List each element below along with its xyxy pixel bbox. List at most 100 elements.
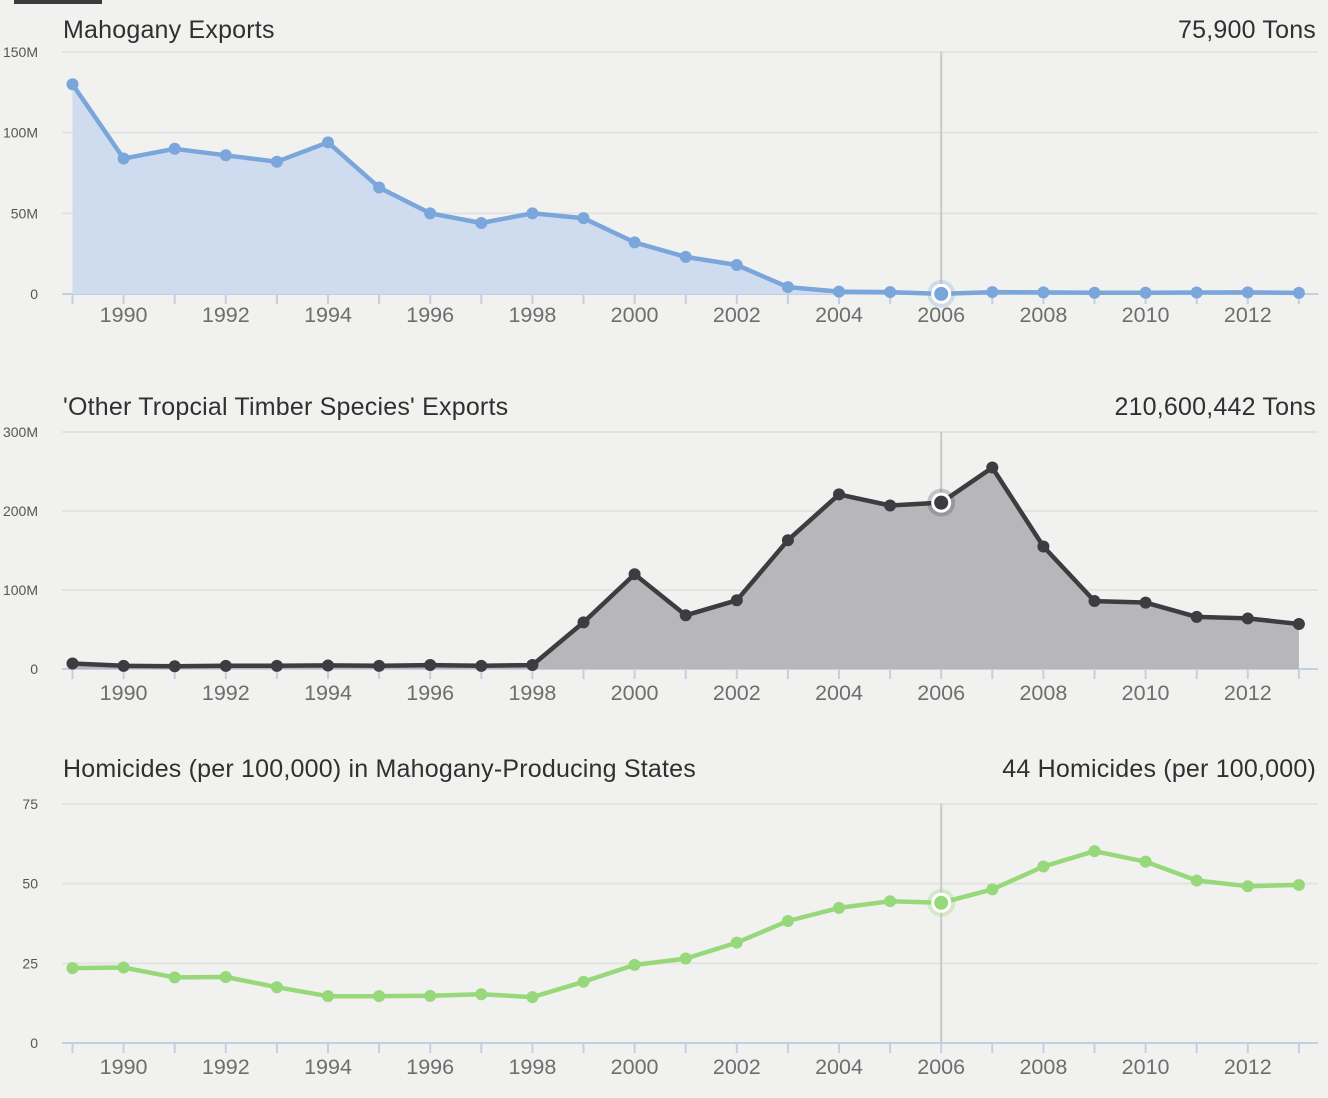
data-point[interactable] (884, 895, 897, 908)
data-point[interactable] (1292, 878, 1305, 891)
data-point[interactable] (475, 217, 488, 230)
data-point[interactable] (730, 594, 743, 607)
data-point[interactable] (322, 659, 334, 672)
data-point[interactable] (526, 659, 539, 672)
other-timber-chart-plot[interactable]: 300M 200M 100M 0 1990 1992 1994 1996 1998 2000 200… (0, 424, 1328, 716)
x-tick-label: 2010 (1122, 1055, 1170, 1079)
x-tick-label: 2000 (611, 1055, 659, 1079)
data-point[interactable] (322, 136, 334, 149)
data-point[interactable] (986, 286, 999, 299)
data-point[interactable] (884, 499, 897, 512)
data-point[interactable] (1088, 286, 1101, 299)
data-point[interactable] (475, 988, 488, 1001)
x-tick-label: 2004 (815, 1055, 863, 1079)
x-tick-label: 1992 (202, 1055, 250, 1079)
data-point[interactable] (526, 207, 539, 220)
data-point[interactable] (117, 961, 130, 974)
highlight-point[interactable] (934, 895, 949, 910)
x-tick-label: 2006 (917, 681, 965, 705)
data-point[interactable] (373, 990, 386, 1003)
data-point[interactable] (1190, 874, 1203, 887)
data-point[interactable] (1037, 860, 1050, 873)
x-tick-label: 2008 (1019, 681, 1067, 705)
data-point[interactable] (628, 236, 641, 249)
data-point[interactable] (270, 659, 283, 672)
data-point[interactable] (373, 659, 386, 672)
data-point[interactable] (730, 258, 743, 271)
chart-title-homicides: Homicides (per 100,000) in Mahogany-Prod… (63, 755, 696, 783)
data-point[interactable] (1088, 845, 1101, 858)
data-point[interactable] (577, 616, 590, 629)
data-point[interactable] (730, 936, 743, 949)
data-point[interactable] (475, 659, 488, 672)
x-tick-label: 1990 (100, 303, 148, 327)
data-point[interactable] (781, 281, 794, 294)
data-point[interactable] (1190, 610, 1203, 623)
x-tick-label: 2012 (1224, 1055, 1272, 1079)
data-point[interactable] (168, 142, 181, 155)
data-point[interactable] (168, 660, 181, 673)
data-point[interactable] (1088, 595, 1101, 608)
x-tick-label: 2006 (917, 1055, 965, 1079)
data-point[interactable] (884, 286, 897, 299)
data-point[interactable] (833, 285, 845, 298)
y-tick-label: 150M (3, 44, 38, 60)
mahogany-chart-plot[interactable]: 150M 100M 50M 0 1990 1992 1994 1996 1998 2000 2002… (0, 44, 1328, 340)
data-point[interactable] (270, 981, 283, 994)
data-point[interactable] (986, 883, 999, 896)
data-point[interactable] (117, 152, 130, 165)
data-point[interactable] (219, 659, 232, 672)
data-point[interactable] (781, 914, 794, 927)
highlight-point[interactable] (934, 286, 949, 301)
data-point[interactable] (833, 901, 845, 914)
data-point[interactable] (833, 488, 845, 501)
data-point[interactable] (1190, 286, 1203, 299)
data-point[interactable] (66, 962, 79, 975)
data-point[interactable] (219, 971, 232, 984)
data-point[interactable] (219, 149, 232, 162)
data-point[interactable] (1241, 612, 1254, 625)
data-point[interactable] (1037, 286, 1050, 299)
x-tick-label: 1994 (304, 303, 352, 327)
data-point[interactable] (781, 534, 794, 547)
data-point[interactable] (424, 989, 437, 1002)
data-point[interactable] (577, 212, 590, 225)
data-point[interactable] (1139, 286, 1152, 299)
data-point[interactable] (1139, 596, 1152, 609)
data-point[interactable] (986, 461, 999, 474)
data-point[interactable] (1292, 286, 1305, 299)
data-point[interactable] (628, 958, 641, 971)
data-point[interactable] (1037, 540, 1050, 553)
data-point[interactable] (679, 952, 692, 965)
mahogany-chart-header: Mahogany Exports 75,900 Tons (0, 16, 1328, 45)
data-point[interactable] (1139, 855, 1152, 868)
data-point[interactable] (577, 975, 590, 988)
homicides-chart-plot[interactable]: 75 50 25 0 1990 1992 1994 1996 1998 2000 2002 2004 2… (0, 796, 1328, 1088)
data-point[interactable] (679, 250, 692, 263)
y-tick-label: 0 (30, 286, 38, 302)
data-point[interactable] (628, 568, 641, 581)
highlight-point[interactable] (934, 495, 949, 510)
data-point[interactable] (679, 609, 692, 622)
data-point[interactable] (424, 207, 437, 220)
data-point[interactable] (322, 990, 334, 1003)
data-point[interactable] (424, 659, 437, 672)
data-point[interactable] (270, 155, 283, 168)
x-tick-label: 1992 (202, 681, 250, 705)
data-point[interactable] (1241, 880, 1254, 893)
y-tick-label: 25 (22, 955, 38, 971)
data-point[interactable] (117, 659, 130, 672)
data-point[interactable] (1292, 617, 1305, 630)
chart-value-mahogany: 75,900 Tons (1178, 16, 1316, 44)
y-tick-label: 50 (22, 876, 38, 892)
data-point[interactable] (1241, 286, 1254, 299)
x-tick-label: 1996 (406, 1055, 454, 1079)
data-point[interactable] (526, 991, 539, 1004)
data-point[interactable] (66, 657, 79, 670)
x-tick-label: 1990 (100, 1055, 148, 1079)
data-point[interactable] (168, 971, 181, 984)
data-point[interactable] (66, 78, 79, 91)
data-point[interactable] (373, 181, 386, 194)
x-tick-label: 2008 (1019, 1055, 1067, 1079)
